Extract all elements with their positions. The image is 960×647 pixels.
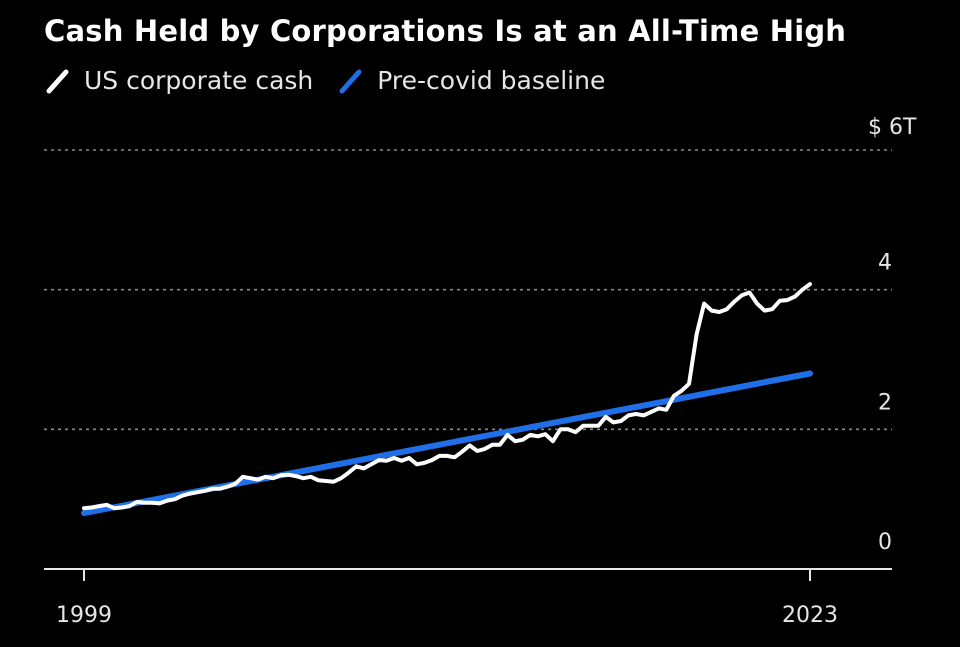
- y-tick-label-4: 4: [878, 251, 892, 276]
- legend-swatch-white-slash: [46, 69, 69, 93]
- legend-swatch-blue-slash: [339, 69, 362, 93]
- legend-label-corporate-cash: US corporate cash: [84, 66, 314, 95]
- y-tick-label-0: 0: [878, 530, 892, 555]
- legend-item-baseline: Pre-covid baseline: [339, 66, 605, 95]
- x-tick-label-2023: 2023: [782, 603, 838, 628]
- x-tick-label-1999: 1999: [56, 603, 112, 628]
- series-line-us-corporate-cash: [82, 282, 812, 511]
- legend-item-corporate-cash: US corporate cash: [46, 66, 313, 95]
- chart-legend: US corporate cash Pre-covid baseline: [46, 66, 631, 95]
- y-tick-label-6: $ 6T: [868, 115, 917, 140]
- legend-label-baseline: Pre-covid baseline: [377, 66, 606, 95]
- chart-title: Cash Held by Corporations Is at an All-T…: [44, 14, 847, 48]
- y-tick-label-2: 2: [878, 390, 892, 415]
